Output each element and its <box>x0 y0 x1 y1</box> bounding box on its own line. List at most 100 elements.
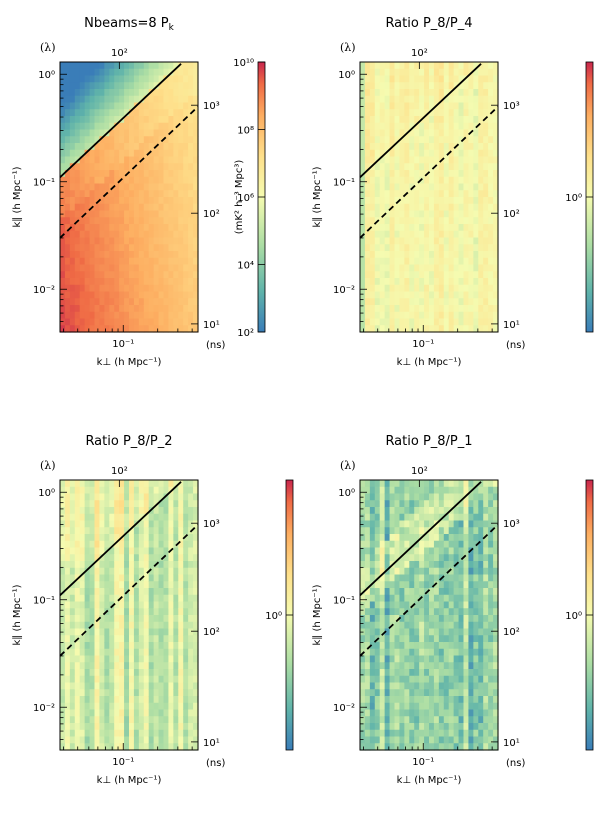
heatmap-cell <box>369 291 376 299</box>
heatmap-cell <box>183 567 189 576</box>
heatmap-cell <box>468 190 474 198</box>
heatmap-cell <box>163 588 170 596</box>
heatmap-cell <box>364 251 371 259</box>
heatmap-cell <box>468 574 474 582</box>
heatmap-cell <box>104 642 110 650</box>
heatmap-cell <box>360 554 366 562</box>
heatmap-cell <box>468 264 474 272</box>
heatmap-cell <box>173 68 179 77</box>
heatmap-cell <box>463 136 470 144</box>
heatmap-cell <box>188 601 194 609</box>
heatmap-cell <box>389 257 396 266</box>
heatmap-cell <box>153 702 160 711</box>
heatmap-cell <box>79 540 86 549</box>
heatmap-cell <box>84 621 91 630</box>
heatmap-cell <box>94 163 101 171</box>
heatmap-cell <box>438 669 445 677</box>
heatmap-cell <box>183 642 189 650</box>
heatmap-cell <box>109 264 115 272</box>
heatmap-cell <box>493 588 499 596</box>
heatmap-cell <box>458 493 465 501</box>
heatmap-cell <box>429 655 435 663</box>
heatmap-cell <box>69 567 76 576</box>
heatmap-cell <box>438 527 445 535</box>
heatmap-cell <box>409 588 415 596</box>
heatmap-cell <box>119 149 125 158</box>
heatmap-cell <box>360 311 366 320</box>
heatmap-cell <box>119 736 125 744</box>
heatmap-cell <box>99 244 105 252</box>
heatmap-cell <box>104 561 110 569</box>
heatmap-cell <box>389 662 396 670</box>
heatmap-cell <box>163 163 170 171</box>
plot-frame <box>359 61 499 333</box>
heatmap-cell <box>74 500 81 508</box>
heatmap-cell <box>389 540 396 549</box>
heatmap-cell <box>448 574 455 582</box>
heatmap-cell <box>379 588 386 596</box>
heatmap-cell <box>104 203 110 212</box>
heatmap-cell <box>178 729 184 738</box>
heatmap-cell <box>64 574 71 582</box>
heatmap-cell <box>374 601 381 609</box>
heatmap-cell <box>163 493 170 501</box>
colorbar-tick-label: 10¹⁰ <box>233 58 254 69</box>
heatmap-cell <box>374 284 381 293</box>
heatmap-cell <box>429 82 435 90</box>
heatmap-cell <box>438 318 445 326</box>
heatmap-cell <box>133 284 140 293</box>
heatmap-cell <box>389 682 396 690</box>
heatmap-cell <box>188 655 194 663</box>
heatmap-cell <box>94 669 101 677</box>
heatmap-cell <box>384 291 391 299</box>
heatmap-cell <box>183 520 189 528</box>
heatmap-cell <box>379 197 386 205</box>
heatmap-cell <box>109 136 115 144</box>
heatmap-cell <box>99 723 105 731</box>
heatmap-cell <box>74 628 81 636</box>
heatmap-cell <box>409 513 415 522</box>
heatmap-cell <box>458 554 465 562</box>
heatmap-cell <box>488 264 494 272</box>
heatmap-cell <box>94 197 101 205</box>
heatmap-cell <box>114 224 120 232</box>
heatmap-cell <box>129 527 135 535</box>
heatmap-cell <box>173 230 179 239</box>
heatmap-cell <box>483 709 489 717</box>
heatmap-cell <box>133 500 140 508</box>
heatmap-cell <box>148 642 155 650</box>
heatmap-cell <box>419 149 425 158</box>
heatmap-cell <box>443 190 450 198</box>
heatmap-cell <box>183 75 189 83</box>
heatmap-cell <box>463 534 470 542</box>
heatmap-cell <box>384 527 391 535</box>
heatmap-cell <box>438 540 445 549</box>
heatmap-cell <box>409 271 415 279</box>
heatmap-cell <box>133 210 140 218</box>
heatmap-cell <box>183 122 189 131</box>
heatmap-cell <box>89 507 96 515</box>
heatmap-cell <box>389 264 396 272</box>
heatmap-cell <box>104 500 110 508</box>
heatmap-cell <box>364 311 371 320</box>
heatmap-cell <box>483 197 489 205</box>
heatmap-cell <box>458 675 465 684</box>
heatmap-cell <box>463 675 470 684</box>
heatmap-cell <box>394 170 401 178</box>
heatmap-cell <box>458 95 465 104</box>
right-tick-label: 10² <box>503 209 520 220</box>
heatmap-cell <box>443 527 450 535</box>
heatmap-cell <box>114 298 120 306</box>
heatmap-cell <box>173 183 179 191</box>
heatmap-cell <box>188 702 194 711</box>
heatmap-cell <box>488 716 494 724</box>
heatmap-cell <box>133 217 140 225</box>
heatmap-cell <box>384 68 391 77</box>
heatmap-cell <box>364 217 371 225</box>
heatmap-cell <box>104 264 110 272</box>
heatmap-cell <box>438 298 445 306</box>
heatmap-cell <box>84 170 91 178</box>
heatmap-cell <box>94 291 101 299</box>
heatmap-cell <box>360 601 366 609</box>
